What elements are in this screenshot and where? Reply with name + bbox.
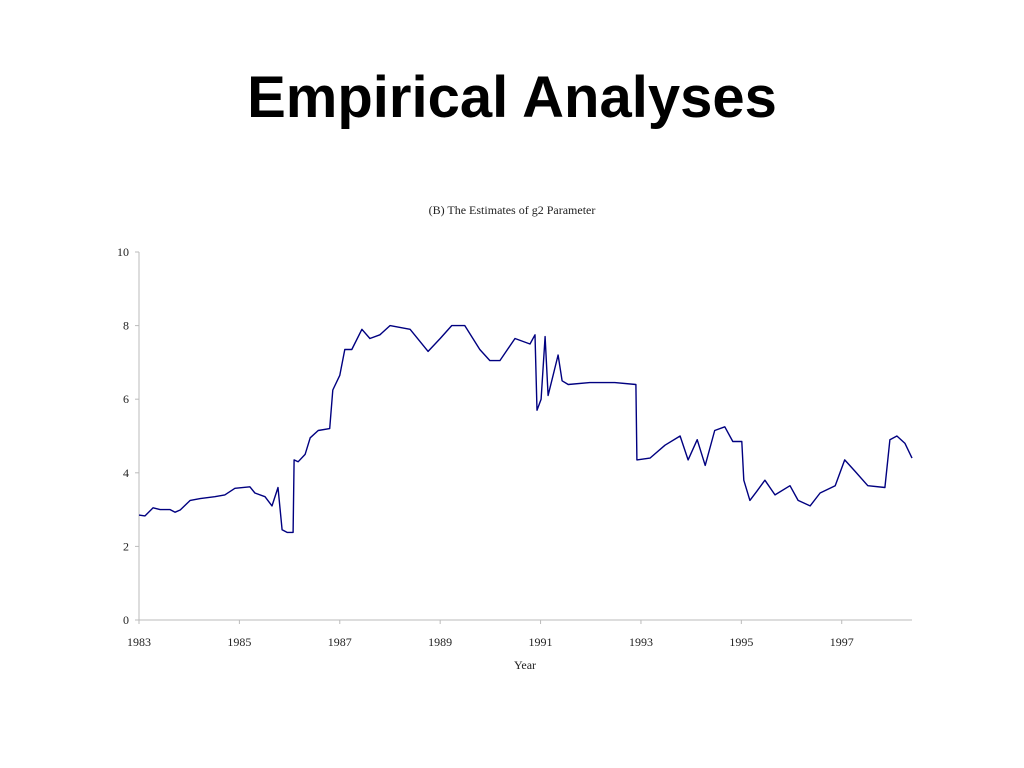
x-tick-label: 1995: [729, 635, 753, 649]
x-tick-label: 1987: [328, 635, 352, 649]
y-tick-label: 10: [117, 245, 129, 259]
data-line: [138, 324, 913, 534]
x-tick-label: 1989: [428, 635, 452, 649]
chart-title: (B) The Estimates of g2 Parameter: [429, 203, 596, 217]
x-tick-label: 1985: [227, 635, 251, 649]
x-tick-label: 1991: [529, 635, 553, 649]
x-tick-label: 1983: [127, 635, 151, 649]
x-tick-label: 1997: [830, 635, 854, 649]
x-tick-label: 1993: [629, 635, 653, 649]
y-tick-label: 0: [123, 613, 129, 627]
slide-title: Empirical Analyses: [247, 65, 777, 130]
y-tick-label: 4: [123, 466, 129, 480]
y-tick-label: 6: [123, 392, 129, 406]
y-tick-label: 2: [123, 539, 129, 553]
y-tick-label: 8: [123, 319, 129, 333]
x-axis-label: Year: [514, 658, 536, 672]
